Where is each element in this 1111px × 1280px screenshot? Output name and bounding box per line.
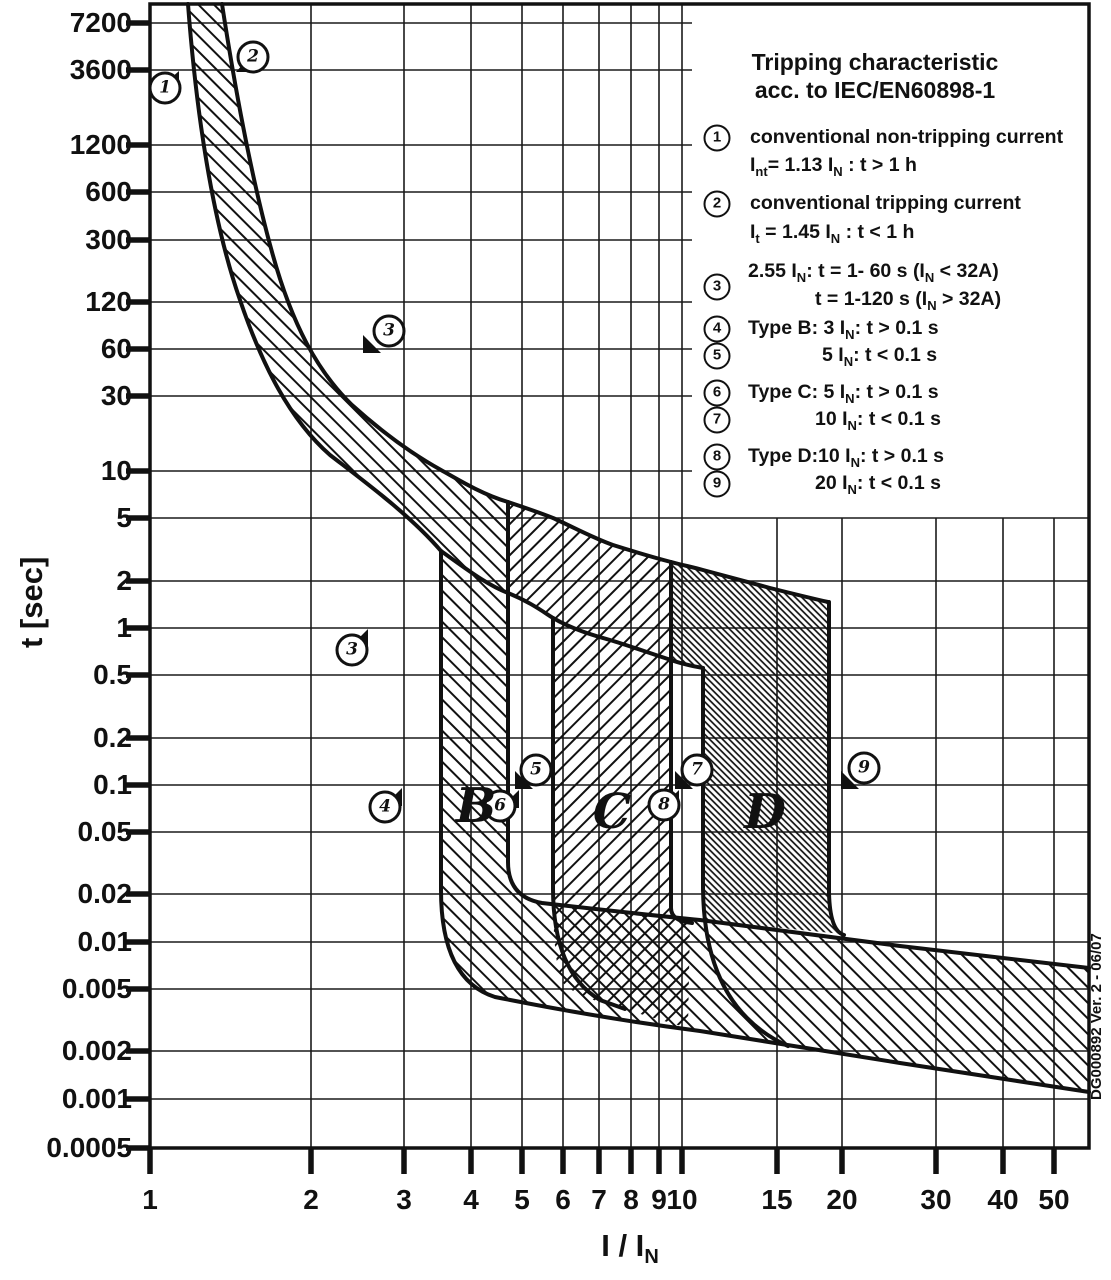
typeC-upper-magnetic-edge bbox=[669, 560, 694, 925]
x-tick-label: 50 bbox=[1038, 1184, 1070, 1215]
y-tick-label: 30 bbox=[100, 380, 132, 411]
y-tick-label: 0.05 bbox=[77, 816, 133, 847]
y-tick-label: 300 bbox=[85, 224, 132, 255]
legend-text-6-1: Type C: 5 IN: t > 0.1 s bbox=[748, 381, 939, 406]
x-tick-label: 2 bbox=[303, 1184, 319, 1215]
legend-text-1-2: Int= 1.13 IN : t > 1 h bbox=[750, 154, 917, 179]
y-tick-label: 120 bbox=[85, 286, 132, 317]
legend-text-3-2: t = 1-120 s (IN > 32A) bbox=[815, 288, 1002, 313]
y-tick-label: 10 bbox=[100, 455, 132, 486]
plot-frame bbox=[148, 2, 1091, 1150]
curve-marker-8: 8 bbox=[647, 788, 681, 822]
legend-text-8-1: Type D:10 IN: t > 0.1 s bbox=[748, 445, 944, 470]
typeB-lower-magnetic-edge bbox=[439, 549, 1091, 1094]
typeC-lower-magnetic-edge bbox=[551, 616, 627, 1011]
legend-number-1: 1 bbox=[703, 124, 731, 152]
region-label-B: B bbox=[455, 778, 497, 834]
x-tick-label: 15 bbox=[761, 1184, 793, 1215]
x-tick-label: 6 bbox=[555, 1184, 571, 1215]
y-tick-label: 1200 bbox=[69, 129, 132, 160]
marker-pointer-triangle bbox=[841, 771, 859, 789]
y-tick-label: 0.001 bbox=[61, 1083, 132, 1114]
curve-marker-3: 3 bbox=[372, 314, 406, 348]
x-tick-label: 4 bbox=[463, 1184, 479, 1215]
y-tick-label: 0.1 bbox=[93, 769, 132, 800]
curve-marker-2: 2 bbox=[236, 40, 270, 74]
region-label-D: D bbox=[744, 784, 786, 840]
curve-marker-5: 5 bbox=[519, 753, 553, 787]
x-tick-label: 10 bbox=[666, 1184, 698, 1215]
y-tick-label: 7200 bbox=[69, 7, 132, 38]
y-tick-label: 0.5 bbox=[93, 659, 132, 690]
legend-number-5: 5 bbox=[703, 342, 731, 370]
axis-tick-marks bbox=[126, 20, 1057, 1174]
document-version-text: DG000892 Ver. 2 - 06/07 bbox=[1088, 933, 1105, 1100]
x-tick-label: 3 bbox=[396, 1184, 412, 1215]
chart-title-line2: acc. to IEC/EN60898-1 bbox=[754, 77, 996, 103]
curve-marker-3: 3 bbox=[335, 633, 369, 667]
legend-number-9: 9 bbox=[703, 470, 731, 498]
x-tick-label: 9 bbox=[651, 1184, 667, 1215]
y-tick-label: 2 bbox=[116, 565, 132, 596]
y-tick-label: 60 bbox=[100, 333, 132, 364]
legend-number-8: 8 bbox=[703, 443, 731, 471]
y-axis-title: t [sec] bbox=[14, 556, 49, 648]
typeD-lower-magnetic-edge bbox=[701, 666, 790, 1048]
legend-background-box bbox=[692, 4, 1087, 516]
legend-number-2: 2 bbox=[703, 190, 731, 218]
upper-tolerance-curve bbox=[220, 2, 830, 604]
region-label-C: C bbox=[592, 784, 632, 840]
legend-text-2-2: It = 1.45 IN : t < 1 h bbox=[750, 221, 915, 246]
legend-text-5-1: 5 IN: t < 0.1 s bbox=[822, 344, 938, 369]
legend-text-1-1: conventional non-tripping current bbox=[750, 126, 1064, 148]
x-tick-label: 20 bbox=[826, 1184, 858, 1215]
legend-text-7-1: 10 IN: t < 0.1 s bbox=[815, 408, 941, 433]
curve-marker-7: 7 bbox=[680, 753, 714, 787]
legend-number-7: 7 bbox=[703, 406, 731, 434]
legend-text-3-1: 2.55 IN: t = 1- 60 s (IN < 32A) bbox=[748, 260, 999, 285]
characteristic-curves bbox=[186, 2, 1091, 1094]
x-axis-title: I / IN bbox=[601, 1228, 659, 1269]
curve-marker-1: 1 bbox=[148, 71, 182, 105]
curve-marker-6: 6 bbox=[483, 789, 517, 823]
y-tick-label: 0.02 bbox=[77, 878, 133, 909]
y-tick-label: 0.005 bbox=[61, 973, 132, 1004]
y-tick-label: 0.01 bbox=[77, 926, 133, 957]
y-tick-label: 5 bbox=[116, 502, 132, 533]
y-tick-label: 3600 bbox=[69, 54, 132, 85]
y-tick-label: 0.0005 bbox=[46, 1132, 132, 1163]
curve-marker-4: 4 bbox=[368, 790, 402, 824]
legend-number-3: 3 bbox=[703, 273, 731, 301]
legend-number-4: 4 bbox=[703, 315, 731, 343]
marker-pointer-triangle bbox=[363, 335, 381, 353]
x-tick-label: 7 bbox=[591, 1184, 607, 1215]
x-tick-label: 8 bbox=[623, 1184, 639, 1215]
legend-number-6: 6 bbox=[703, 379, 731, 407]
legend-text-2-1: conventional tripping current bbox=[750, 192, 1021, 214]
curve-marker-9: 9 bbox=[847, 751, 881, 785]
x-tick-label: 1 bbox=[142, 1184, 158, 1215]
y-tick-label: 0.002 bbox=[61, 1035, 132, 1066]
x-tick-label: 5 bbox=[514, 1184, 530, 1215]
y-tick-label: 600 bbox=[85, 176, 132, 207]
legend-text-4-1: Type B: 3 IN: t > 0.1 s bbox=[748, 317, 939, 342]
legend-text-9-1: 20 IN: t < 0.1 s bbox=[815, 472, 941, 497]
chart-title-line1: Tripping characteristic bbox=[751, 49, 999, 75]
x-tick-label: 30 bbox=[920, 1184, 952, 1215]
chart-title: Tripping characteristic acc. to IEC/EN60… bbox=[675, 48, 1075, 104]
y-tick-label: 0.2 bbox=[93, 722, 132, 753]
typeD-upper-magnetic-edge bbox=[827, 600, 846, 937]
typeD-band-fill bbox=[671, 562, 842, 934]
thermal-band-fill bbox=[188, 4, 508, 593]
x-tick-label: 40 bbox=[987, 1184, 1019, 1215]
y-tick-label: 1 bbox=[116, 612, 132, 643]
